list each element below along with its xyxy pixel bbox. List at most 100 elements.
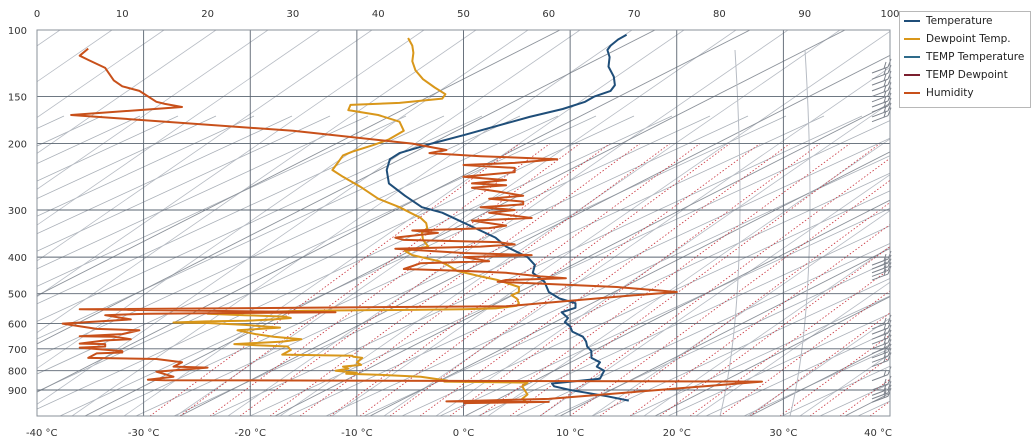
legend-item-dewpoint: Dewpoint Temp. <box>900 30 1030 48</box>
legend-swatch-temp-temperature <box>904 56 920 58</box>
adiabat-line <box>37 30 165 119</box>
adiabat-line <box>37 30 373 262</box>
mixing-ratio-line <box>269 143 641 416</box>
wind-barb-flag <box>883 68 887 75</box>
mixing-ratio-line <box>149 143 521 416</box>
adiabat-line <box>0 30 8 416</box>
wind-barb-flag <box>883 378 887 386</box>
legend-label-temperature: Temperature <box>926 15 993 27</box>
wind-barb-shaft <box>871 395 889 403</box>
isotherm-line <box>972 116 1036 416</box>
mixing-ratio-line <box>329 143 701 416</box>
wind-barb-flag <box>883 85 887 93</box>
skew-isotherm-line <box>179 54 890 416</box>
wind-barb-flag <box>883 79 887 87</box>
isotherm-line <box>363 172 890 416</box>
mixing-ratio-line <box>509 143 881 416</box>
x-bottom-tick-label: 0 °C <box>453 428 475 439</box>
x-top-tick-label: 90 <box>798 9 811 20</box>
skew-isotherm-line <box>37 30 561 297</box>
isotherm-line <box>37 115 369 270</box>
wind-barb-flag <box>883 105 887 113</box>
x-bottom-tick-label: -20 °C <box>235 428 267 439</box>
x-bottom-tick-label: -10 °C <box>341 428 373 439</box>
mixing-ratio-line <box>179 143 551 416</box>
mixing-ratio-line <box>389 143 761 416</box>
mixing-ratio-line <box>419 143 791 416</box>
wind-barb-flag <box>883 90 887 98</box>
plot-frame <box>36 29 891 417</box>
legend-item-humidity: Humidity <box>900 84 1030 102</box>
isotherm-line <box>591 278 890 416</box>
y-tick-label: 900 <box>8 386 27 397</box>
isotherm-line <box>97 115 749 416</box>
x-top-tick-label: 50 <box>457 9 470 20</box>
adiabat-line <box>37 30 581 405</box>
x-top-tick-label: 40 <box>372 9 385 20</box>
wind-barb-flag <box>883 337 887 345</box>
x-bottom-tick-label: -40 °C <box>26 428 58 439</box>
skew-isotherm-line <box>369 151 890 416</box>
y-tick-label: 800 <box>8 367 27 378</box>
adiabat-line <box>539 174 890 416</box>
mixing-ratio-line <box>359 143 731 416</box>
isotherm-line <box>1010 116 1036 416</box>
mixing-ratio-line <box>449 143 821 416</box>
mixing-ratio-line <box>569 179 890 416</box>
axis-ticks: -40 °C -30 °C -20 °C -10 °C 0 °C 10 °C 20 °C 30… <box>8 9 900 439</box>
legend: Temperature Dewpoint Temp. TEMP Temperat… <box>899 11 1031 108</box>
adiabat-line <box>695 281 890 416</box>
data-series <box>61 33 763 405</box>
y-tick-label: 600 <box>8 320 27 331</box>
wind-barb-flag <box>883 100 887 108</box>
isotherm-line <box>37 115 673 410</box>
background-lines <box>0 30 1036 416</box>
y-tick-label: 700 <box>8 345 27 356</box>
wind-barb-flag <box>883 95 887 103</box>
adiabat-line <box>37 30 269 190</box>
adiabat-line <box>591 210 890 416</box>
series-temperature-line <box>385 33 629 402</box>
x-top-tick-label: 30 <box>287 9 300 20</box>
wind-barb-flag <box>883 73 887 81</box>
legend-swatch-dewpoint <box>904 38 920 40</box>
mixing-ratio-line <box>299 143 671 416</box>
y-tick-label: 200 <box>8 140 27 151</box>
wind-barb-flag <box>883 387 887 395</box>
isotherm-line <box>477 225 890 416</box>
adiabat-line <box>37 30 217 154</box>
x-bottom-tick-label: 20 °C <box>663 428 691 439</box>
isotherm-line <box>173 115 825 416</box>
isotherm-line <box>37 115 331 252</box>
wind-barb-shaft <box>871 115 889 123</box>
legend-swatch-temp-dewpoint <box>904 74 920 76</box>
legend-label-temp-temperature: TEMP Temperature <box>926 51 1025 63</box>
y-tick-label: 500 <box>8 290 27 301</box>
legend-swatch-humidity <box>904 92 920 94</box>
legend-item-temp-dewpoint: TEMP Dewpoint <box>900 66 1030 84</box>
skew-isotherm-line <box>654 296 890 416</box>
legend-label-humidity: Humidity <box>926 87 974 99</box>
legend-label-temp-dewpoint: TEMP Dewpoint <box>926 69 1008 81</box>
x-top-tick-label: 20 <box>201 9 214 20</box>
wind-barb-flag <box>883 384 887 392</box>
wind-barb-flag <box>883 351 887 358</box>
wind-barb-shaft <box>871 374 889 382</box>
wind-barb-flag <box>883 61 887 69</box>
y-tick-label: 100 <box>8 26 27 37</box>
x-bottom-tick-label: -30 °C <box>128 428 160 439</box>
wind-barb-flag <box>883 268 887 276</box>
wind-barb-flag <box>883 332 887 340</box>
mixing-ratio-line <box>539 157 890 416</box>
mixing-ratio-line <box>869 400 890 416</box>
adiabat-line <box>37 30 529 369</box>
isotherm-line <box>37 115 217 200</box>
skew-isotherm-line <box>37 30 656 345</box>
isotherm-line <box>896 116 1036 416</box>
series-humidity-line <box>61 47 763 405</box>
isotherm-line <box>59 115 711 416</box>
wind-barb-flag <box>883 322 887 330</box>
adiabat-line <box>331 30 890 416</box>
wind-barb-flag <box>883 317 887 325</box>
